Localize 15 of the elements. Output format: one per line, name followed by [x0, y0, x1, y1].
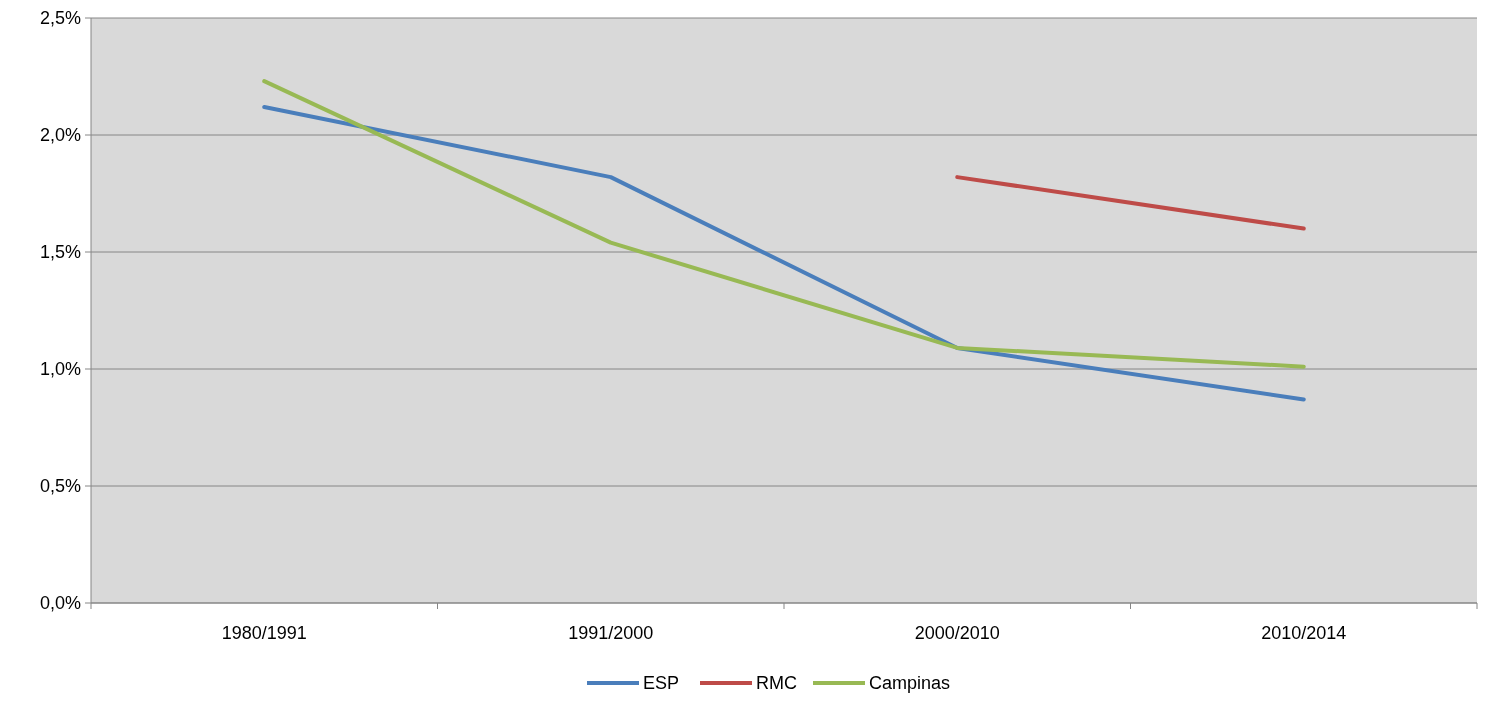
- y-tick-label: 1,0%: [39, 359, 81, 380]
- y-tick-label: 2,0%: [39, 125, 81, 146]
- x-tick-label: 1980/1991: [221, 623, 307, 643]
- line-series: [262, 79, 1306, 369]
- x-tick-label: 1991/2000: [568, 623, 654, 643]
- line-series: [262, 104, 1306, 402]
- y-tick-label: 1,5%: [39, 242, 81, 263]
- legend-label: Campinas: [869, 673, 951, 694]
- y-tick-label: 0,5%: [39, 476, 81, 497]
- x-tick-label: 2010/2014: [1261, 623, 1347, 643]
- y-tick-label: 0,0%: [39, 593, 81, 614]
- legend-label: ESP: [643, 673, 680, 694]
- legend-label: RMC: [756, 673, 797, 694]
- x-tick-label: 2000/2010: [914, 623, 1000, 643]
- y-tick-label: 2,5%: [39, 8, 81, 29]
